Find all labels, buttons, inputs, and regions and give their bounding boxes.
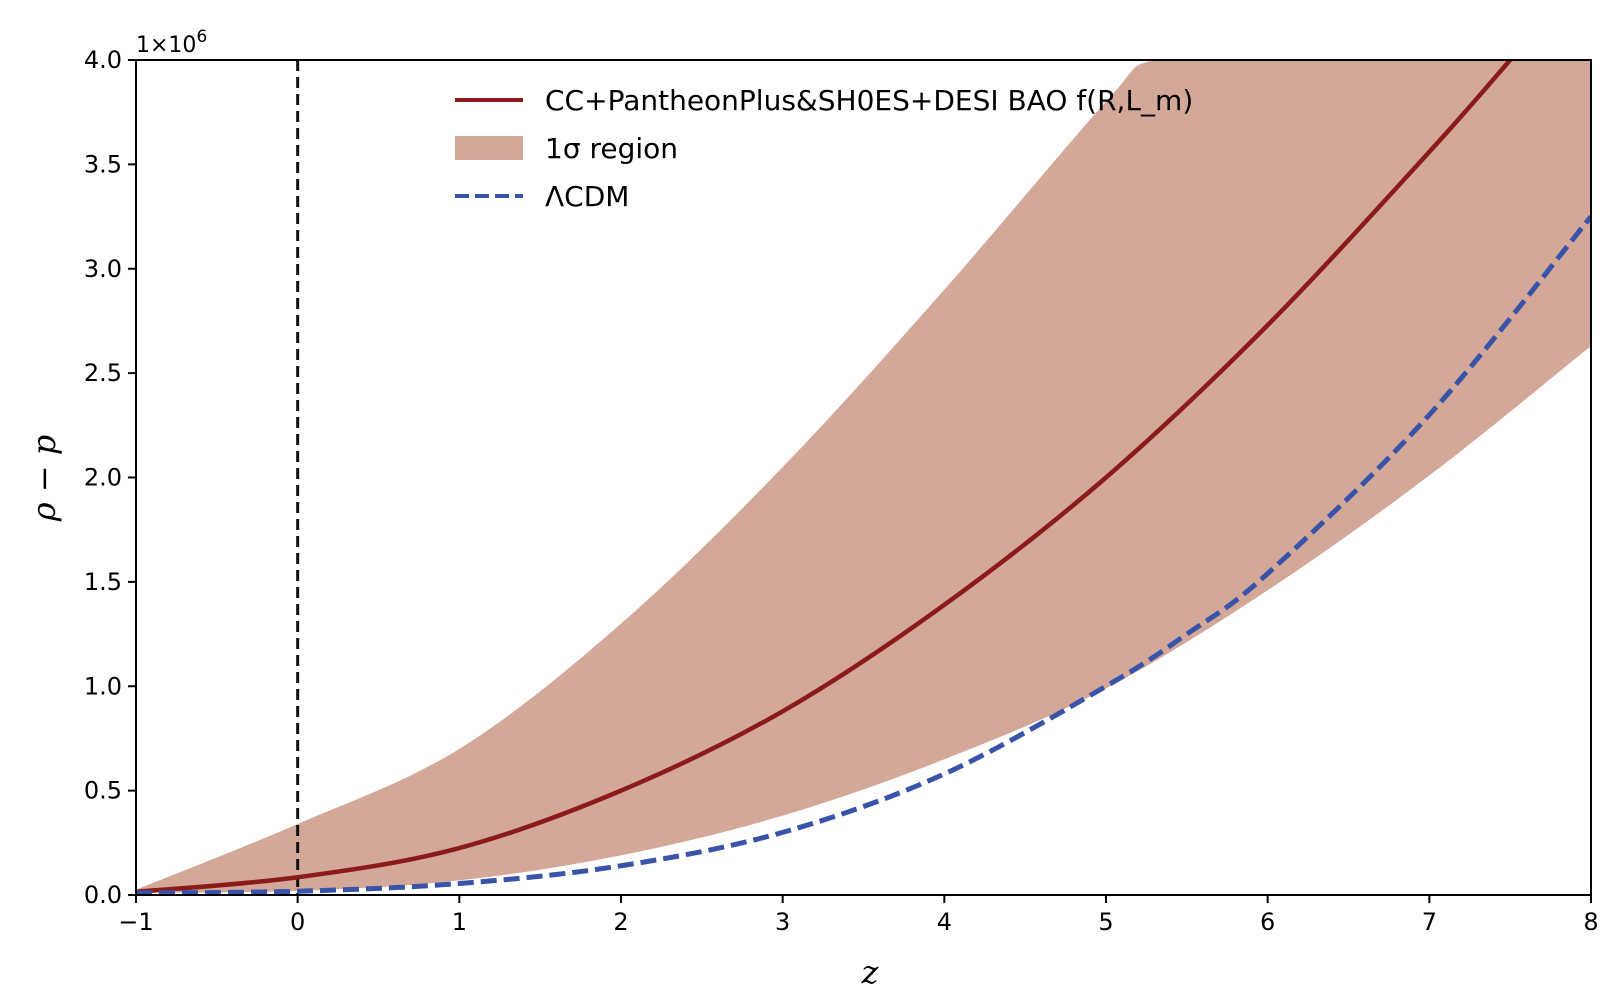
- sigma-band-area: [136, 60, 1591, 893]
- y-tick-label: 0.5: [84, 777, 122, 805]
- x-tick-label: 7: [1422, 908, 1437, 936]
- legend-model-label: CC+PantheonPlus&SH0ES+DESI BAO f(R,L_m): [545, 84, 1193, 117]
- legend-lcdm-label: ΛCDM: [545, 180, 629, 213]
- data-layer: [136, 60, 1591, 895]
- legend-band-swatch: [455, 136, 523, 160]
- x-tick-label: 0: [290, 908, 305, 936]
- y-tick-label: 3.5: [84, 150, 122, 178]
- x-tick-label: 1: [452, 908, 467, 936]
- y-tick-label: 1.0: [84, 672, 122, 700]
- x-tick-label: 6: [1260, 908, 1275, 936]
- ticks-layer: −1 0 1 2 3 4 5 6 7 8 0.0 0.5 1.0 1.5 2.0 2.5 3.0 3.5 4.0: [84, 46, 1599, 936]
- y-tick-label: 2.5: [84, 359, 122, 387]
- y-offset-label: 1×106: [136, 27, 207, 58]
- x-tick-label: 8: [1583, 908, 1598, 936]
- x-tick-label: 5: [1098, 908, 1113, 936]
- series-lcdm-line: [136, 214, 1591, 895]
- x-tick-label: −1: [118, 908, 153, 936]
- x-axis-label: z: [861, 953, 880, 991]
- legend-band-label: 1σ region: [545, 132, 678, 165]
- y-axis-label: ρ − p: [25, 435, 63, 522]
- y-tick-label: 3.0: [84, 255, 122, 283]
- series-model-line: [136, 60, 1513, 895]
- x-tick-label: 2: [613, 908, 628, 936]
- y-tick-label: 2.0: [84, 464, 122, 492]
- y-tick-label: 0.0: [84, 881, 122, 909]
- x-tick-label: 3: [775, 908, 790, 936]
- y-tick-label: 4.0: [84, 46, 122, 74]
- x-tick-label: 4: [937, 908, 952, 936]
- y-tick-label: 1.5: [84, 568, 122, 596]
- legend: CC+PantheonPlus&SH0ES+DESI BAO f(R,L_m) …: [455, 84, 1193, 213]
